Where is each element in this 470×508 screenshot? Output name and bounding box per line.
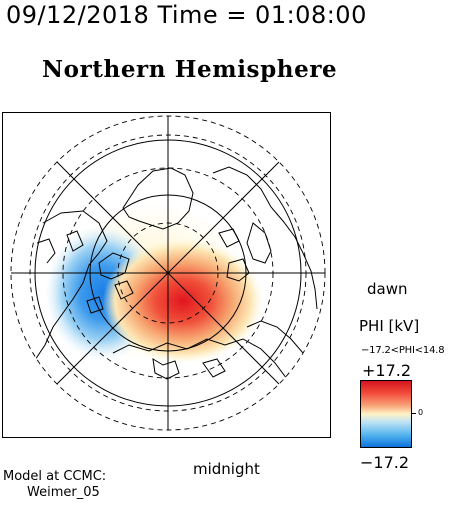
coastline-siberian-islands: [152, 358, 226, 380]
colorbar-title: PHI [kV]: [359, 317, 420, 335]
phi-positive-cell: [103, 239, 263, 363]
meridians: [11, 116, 325, 430]
dawn-label: dawn: [367, 280, 408, 298]
page-title: Northern Hemisphere: [42, 56, 338, 83]
coastline-europe: [212, 166, 318, 310]
phi-pattern: [45, 203, 263, 363]
colorbar-zero-tick: [412, 413, 416, 414]
datetime-header: 09/12/2018 Time = 01:08:00: [6, 1, 367, 29]
midnight-label: midnight: [193, 460, 260, 478]
colorbar-zero-label: 0: [418, 408, 424, 417]
model-credit-line2: Weimer_05: [27, 485, 100, 500]
coastline-alaska: [16, 384, 90, 424]
colorbar-range: −17.2<PHI<14.8: [361, 345, 445, 356]
colorbar: [360, 380, 412, 448]
polar-map: [2, 112, 331, 438]
coastline-greenland: [122, 167, 194, 230]
model-credit-line1: Model at CCMC:: [3, 469, 107, 484]
colorbar-min-label: −17.2: [360, 453, 410, 472]
polar-map-svg: [10, 115, 326, 431]
coastline-north-america: [12, 210, 108, 384]
colorbar-max-label: +17.2: [362, 361, 412, 380]
